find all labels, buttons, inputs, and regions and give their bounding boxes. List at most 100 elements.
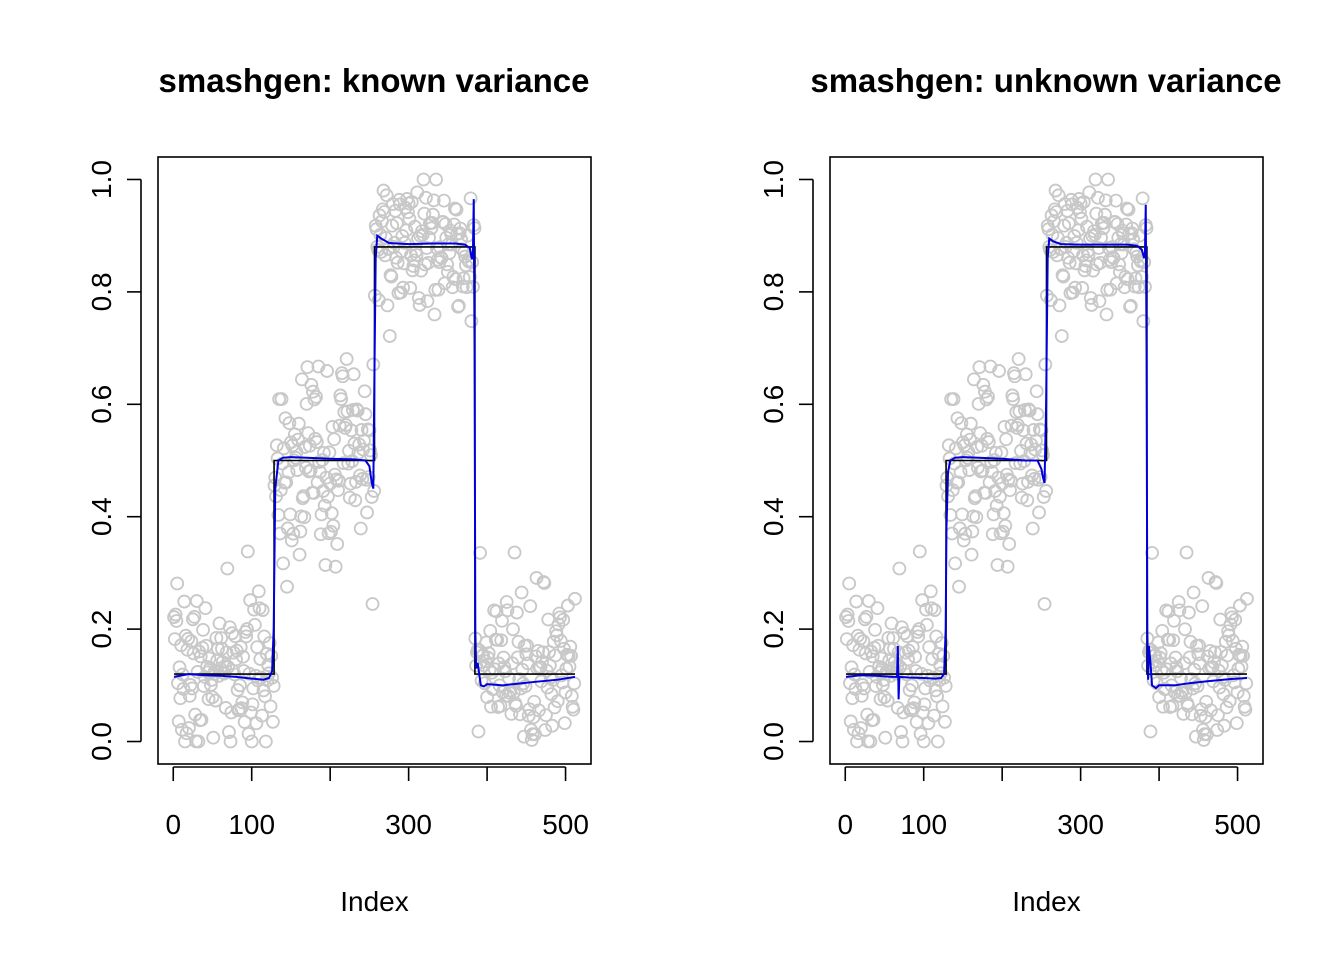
data-point xyxy=(481,646,496,661)
data-point xyxy=(451,298,466,313)
data-point xyxy=(507,545,522,560)
data-point xyxy=(279,475,294,490)
data-point xyxy=(321,526,336,541)
data-point xyxy=(895,734,910,749)
data-point xyxy=(874,651,889,666)
data-point xyxy=(235,695,250,710)
data-point xyxy=(1098,207,1112,222)
data-point xyxy=(1029,384,1044,399)
data-point xyxy=(358,407,373,422)
data-point xyxy=(992,364,1006,378)
data-point xyxy=(1000,559,1015,574)
data-point xyxy=(307,392,322,407)
data-point xyxy=(240,544,255,559)
data-point xyxy=(568,591,582,606)
data-point xyxy=(963,416,978,431)
estimate-line xyxy=(845,204,1248,700)
data-point xyxy=(1156,665,1171,680)
data-point xyxy=(181,631,196,646)
data-point xyxy=(913,726,928,741)
data-point xyxy=(1084,298,1099,312)
data-point xyxy=(1181,698,1196,713)
data-point xyxy=(421,255,436,270)
data-point xyxy=(445,280,460,295)
data-point xyxy=(866,712,881,727)
data-point xyxy=(429,172,443,187)
data-point xyxy=(1016,423,1031,438)
data-point xyxy=(927,708,941,723)
data-point xyxy=(1081,248,1096,262)
y-tick-label: 0.2 xyxy=(758,610,789,649)
data-point xyxy=(840,607,855,622)
data-point xyxy=(510,650,525,665)
data-point xyxy=(269,438,284,453)
data-point xyxy=(1217,718,1232,733)
data-point xyxy=(854,721,868,735)
data-point xyxy=(219,645,234,660)
data-point xyxy=(416,172,431,187)
data-point xyxy=(897,626,911,641)
data-point xyxy=(1022,403,1037,418)
data-point xyxy=(247,602,261,617)
data-point xyxy=(170,576,185,591)
data-point xyxy=(865,649,880,664)
x-axis-label: Index xyxy=(1012,886,1081,917)
data-point xyxy=(934,636,949,650)
data-point xyxy=(348,493,363,508)
data-point xyxy=(1037,597,1052,611)
data-point xyxy=(456,271,471,286)
data-point xyxy=(892,561,907,576)
data-point xyxy=(1098,193,1113,208)
data-point xyxy=(382,329,397,343)
data-point xyxy=(870,601,885,616)
data-point xyxy=(938,714,952,729)
data-point xyxy=(1154,663,1169,677)
data-point xyxy=(309,435,324,449)
data-point xyxy=(466,279,480,294)
data-point xyxy=(905,640,920,655)
data-point xyxy=(917,697,932,712)
data-point xyxy=(357,384,372,399)
data-point xyxy=(1236,689,1251,703)
data-point xyxy=(965,524,980,539)
data-point xyxy=(1165,699,1180,713)
data-point xyxy=(1167,613,1181,628)
data-point xyxy=(1186,585,1201,600)
data-point xyxy=(265,714,280,729)
data-point xyxy=(1182,605,1196,620)
data-point xyxy=(334,392,349,407)
data-point xyxy=(426,207,440,222)
data-point xyxy=(309,389,323,404)
plot-frame xyxy=(157,156,592,765)
data-point xyxy=(845,691,860,706)
data-point xyxy=(912,544,927,559)
data-point xyxy=(1036,490,1051,504)
x-tick-label: 500 xyxy=(542,809,589,840)
data-point xyxy=(471,724,486,739)
data-point xyxy=(1059,235,1074,250)
data-point xyxy=(284,533,299,548)
data-point xyxy=(484,665,499,680)
data-point xyxy=(989,498,1004,513)
data-point xyxy=(1153,646,1168,661)
data-point xyxy=(1189,729,1203,744)
data-point xyxy=(1035,443,1050,458)
data-point xyxy=(191,734,206,749)
data-point xyxy=(557,716,572,731)
data-point xyxy=(841,614,856,628)
data-point xyxy=(304,377,319,392)
data-point xyxy=(449,202,464,217)
x-tick-label: 500 xyxy=(1214,809,1261,840)
data-point xyxy=(1025,521,1040,536)
data-point xyxy=(894,725,908,739)
data-point xyxy=(276,556,291,571)
data-point xyxy=(1195,599,1210,614)
chart-title: smashgen: known variance xyxy=(159,62,590,99)
data-point xyxy=(328,559,343,574)
data-point xyxy=(843,714,858,729)
y-tick-label: 0.8 xyxy=(758,272,789,311)
data-point xyxy=(498,664,513,679)
data-point xyxy=(182,689,197,703)
data-point xyxy=(1090,190,1105,205)
data-point xyxy=(946,392,961,406)
